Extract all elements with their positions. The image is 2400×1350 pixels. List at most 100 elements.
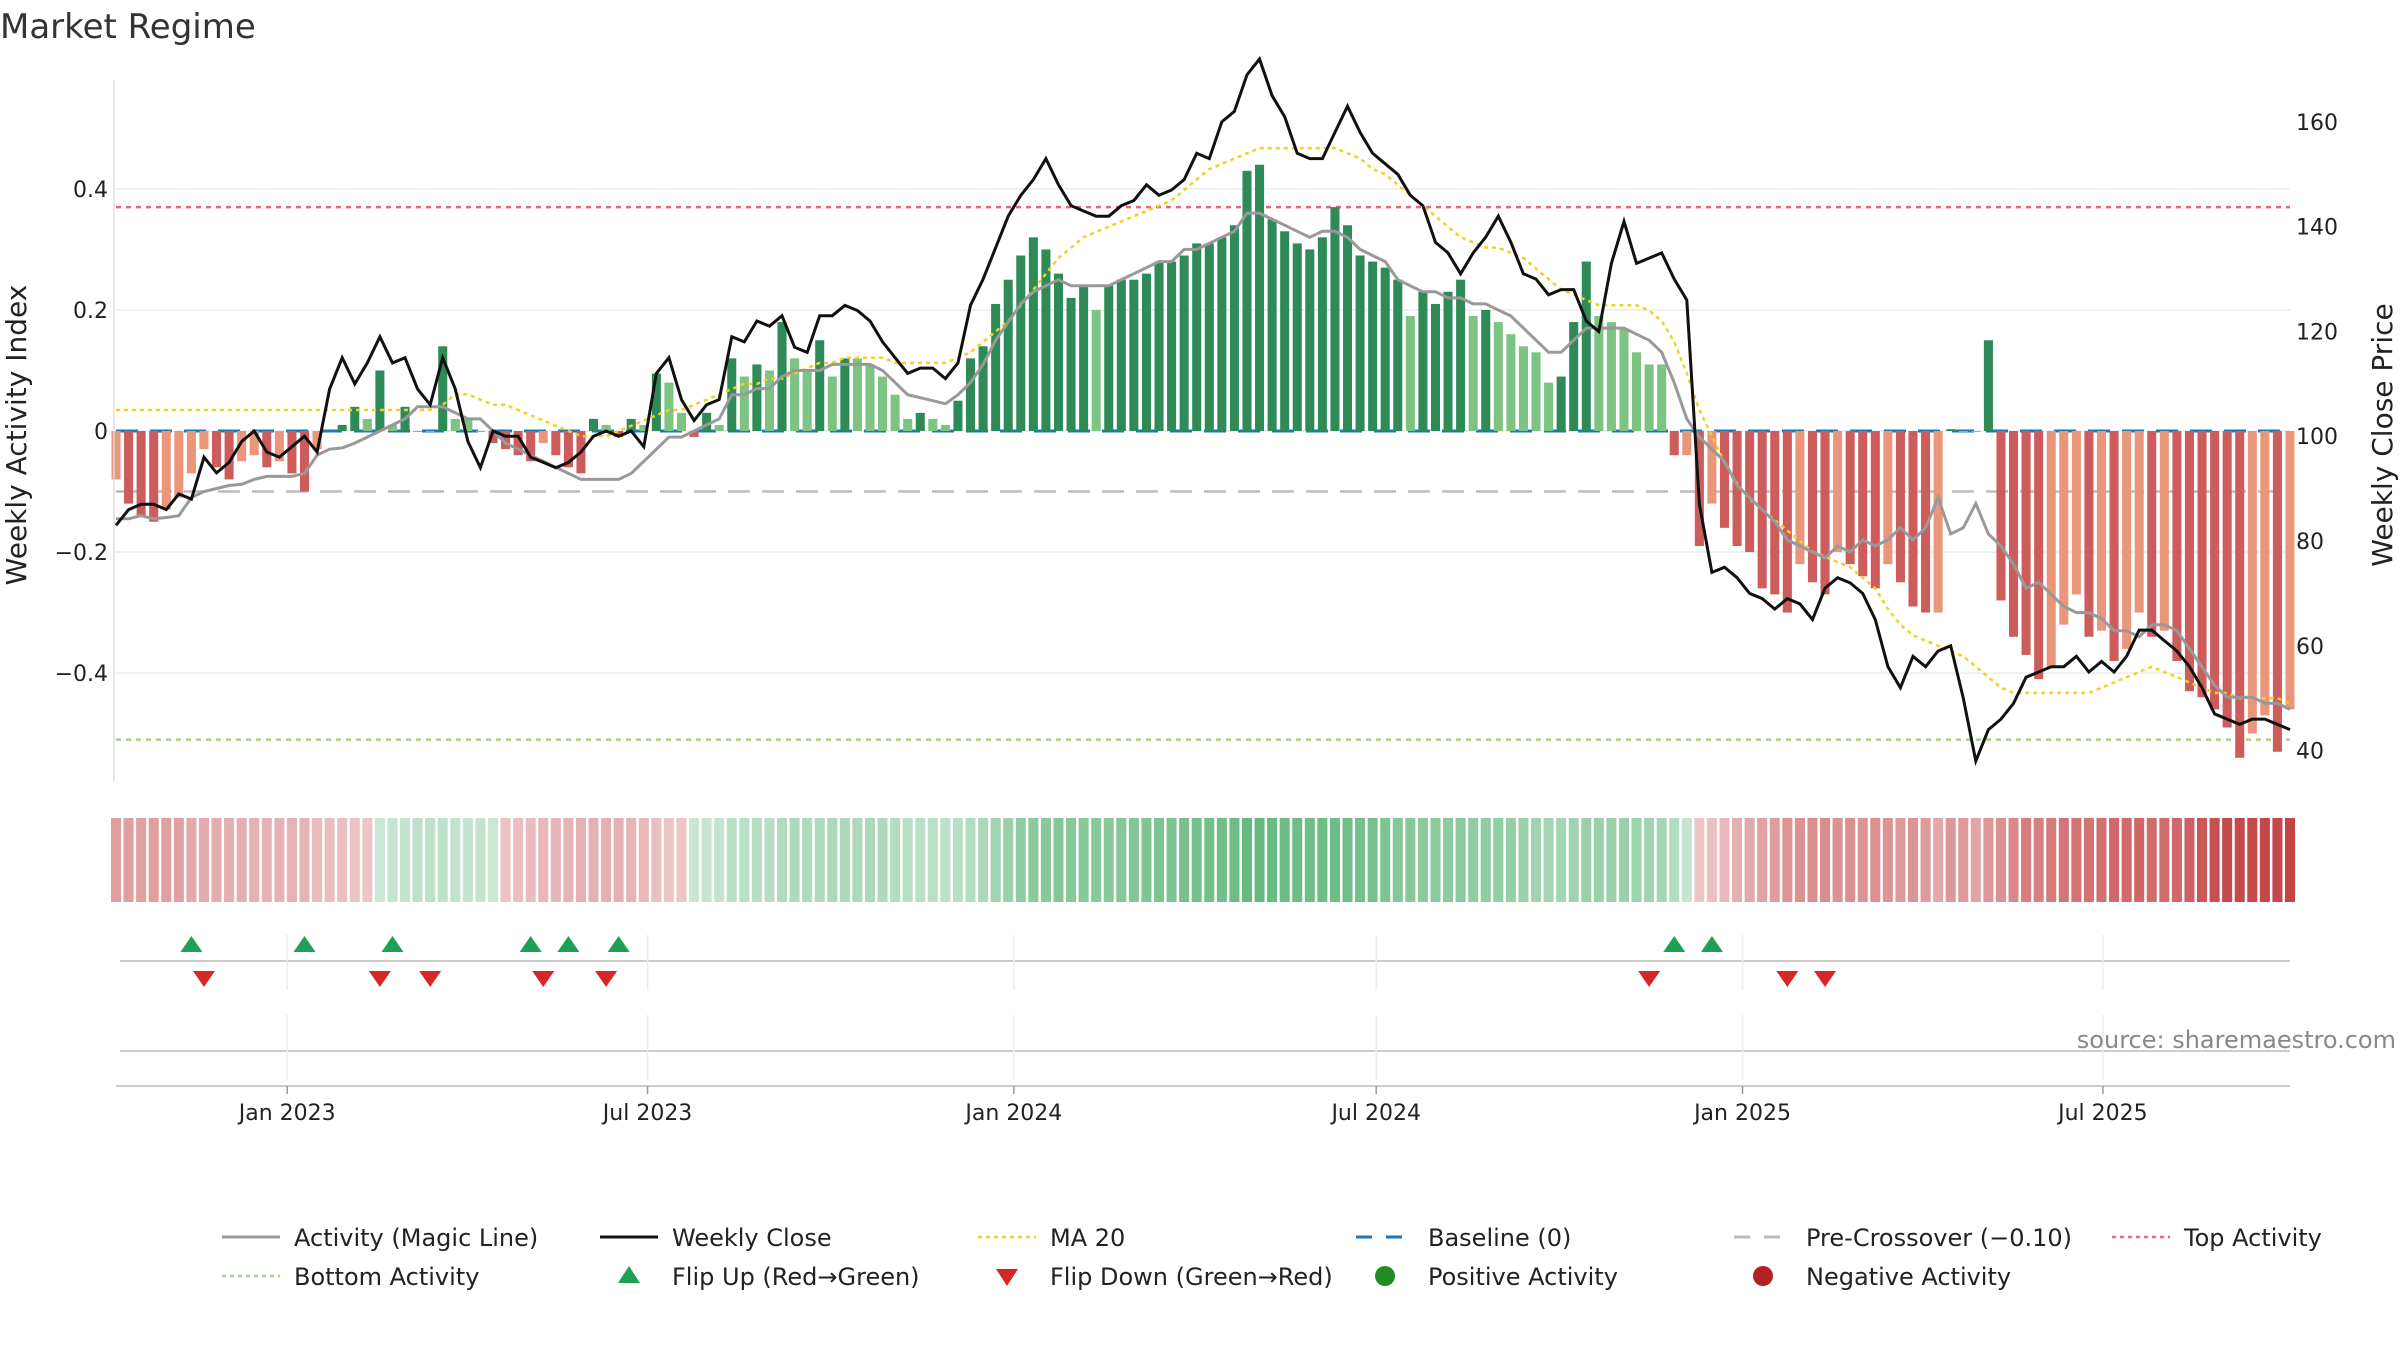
activity-bar [1053,273,1064,431]
regime-strip-cell [2234,818,2245,902]
regime-strip-cell [2021,818,2032,902]
flip-down-marker [419,971,442,987]
regime-strip-cell [1794,818,1805,902]
y-left-tick-label: 0 [94,420,108,445]
regime-strip-cell [1820,818,1831,902]
regime-strip-cell [651,818,662,902]
regime-strip-cell [148,818,159,902]
legend-item: Activity (Magic Line) [222,1224,538,1252]
regime-strip-cell [374,818,385,902]
regime-strip-cell [915,818,926,902]
activity-bar [1908,431,1918,607]
regime-strip-cell [940,818,951,902]
y-left-tick-label: 0.2 [73,299,108,324]
activity-bar [2122,431,2132,649]
flip-up-marker [293,936,316,952]
activity-bar [274,431,284,462]
regime-strip-cell [814,818,825,902]
regime-strip-cell [211,818,222,902]
regime-strip-cell [224,818,235,902]
regime-strip-cell [2222,818,2233,902]
activity-bar [815,340,825,431]
regime-strip-cell [1882,818,1893,902]
activity-bar [1870,431,1880,589]
regime-strip-cell [1241,818,1253,902]
activity-bar [890,394,900,431]
regime-strip-cell [1229,818,1240,902]
legend-item: Pre-Crossover (−0.10) [1734,1224,2072,1252]
activity-bar [2159,431,2169,631]
regime-strip-cell [927,818,938,902]
empty-indicator-panel [116,1050,2290,1087]
activity-magic-line [116,211,2291,711]
activity-bar [1217,237,1227,431]
regime-strip-cell [1342,818,1353,902]
activity-bar [1544,382,1554,431]
regime-strip-cell [525,818,536,902]
activity-bar [1644,364,1654,431]
regime-strip-cell [1204,818,1215,902]
regime-strip-cell [387,818,398,902]
regime-strip-cell [2109,818,2120,902]
x-tick-label: Jan 2025 [1692,1101,1791,1126]
activity-bar [1154,261,1164,431]
regime-strip-cell [1669,818,1680,902]
activity-bar [1632,352,1642,431]
regime-strip-cell [1028,818,1039,902]
regime-strip-cell [2197,818,2208,902]
legend-swatch [618,1266,640,1283]
regime-strip-cell [2071,818,2082,902]
activity-bar [1167,261,1177,431]
regime-strip-cell [538,818,549,902]
legend-swatch [1375,1266,1395,1286]
flip-up-marker [180,936,203,952]
activity-bar [903,418,913,431]
regime-strip-cell [1003,818,1014,902]
flip-down-marker [595,971,618,987]
activity-bar [287,431,297,474]
regime-strip-cell [701,818,712,902]
regime-strip-cell [1681,818,1692,902]
legend-label: Positive Activity [1428,1263,1618,1291]
activity-bar [1719,431,1730,528]
flip-up-marker [1663,936,1686,952]
activity-bar [2184,431,2194,692]
activity-bar [1091,309,1101,431]
activity-bar [1229,225,1239,431]
activity-bar [614,431,624,438]
activity-bars [111,164,2295,758]
regime-strip-cell [1443,818,1454,902]
regime-strip-cell [1066,818,1077,902]
right-axis-label: Weekly Close Price [2366,303,2399,566]
activity-bar [1292,243,1302,431]
activity-bar [136,431,146,516]
regime-strip-cell [1254,818,1265,902]
regime-strip-cell [764,818,775,902]
regime-strip-cell [1128,818,1139,902]
regime-strip-cell [1304,818,1315,902]
activity-bar [538,431,548,444]
regime-strip-cell [1355,818,1366,902]
regime-strip-cell [2096,818,2107,902]
legend-item: MA 20 [978,1224,1125,1252]
regime-strip [110,818,2296,902]
regime-strip-cell [1543,818,1554,902]
activity-bar [249,431,259,456]
activity-bar [639,424,649,431]
regime-strip-cell [1279,818,1290,902]
activity-bar [149,431,159,522]
activity-bar [1179,255,1189,431]
flip-down-marker [532,971,555,987]
regime-strip-cell [349,818,360,902]
activity-bar [1204,243,1214,431]
flip-up-marker [519,936,542,952]
activity-bar [2272,431,2282,752]
regime-strip-cell [714,818,725,902]
regime-strip-cell [1191,818,1202,902]
regime-strip-cell [638,818,649,902]
activity-bar [689,431,699,438]
activity-bar [840,358,850,431]
regime-strip-cell [236,818,247,902]
regime-strip-cell [1983,818,1994,902]
